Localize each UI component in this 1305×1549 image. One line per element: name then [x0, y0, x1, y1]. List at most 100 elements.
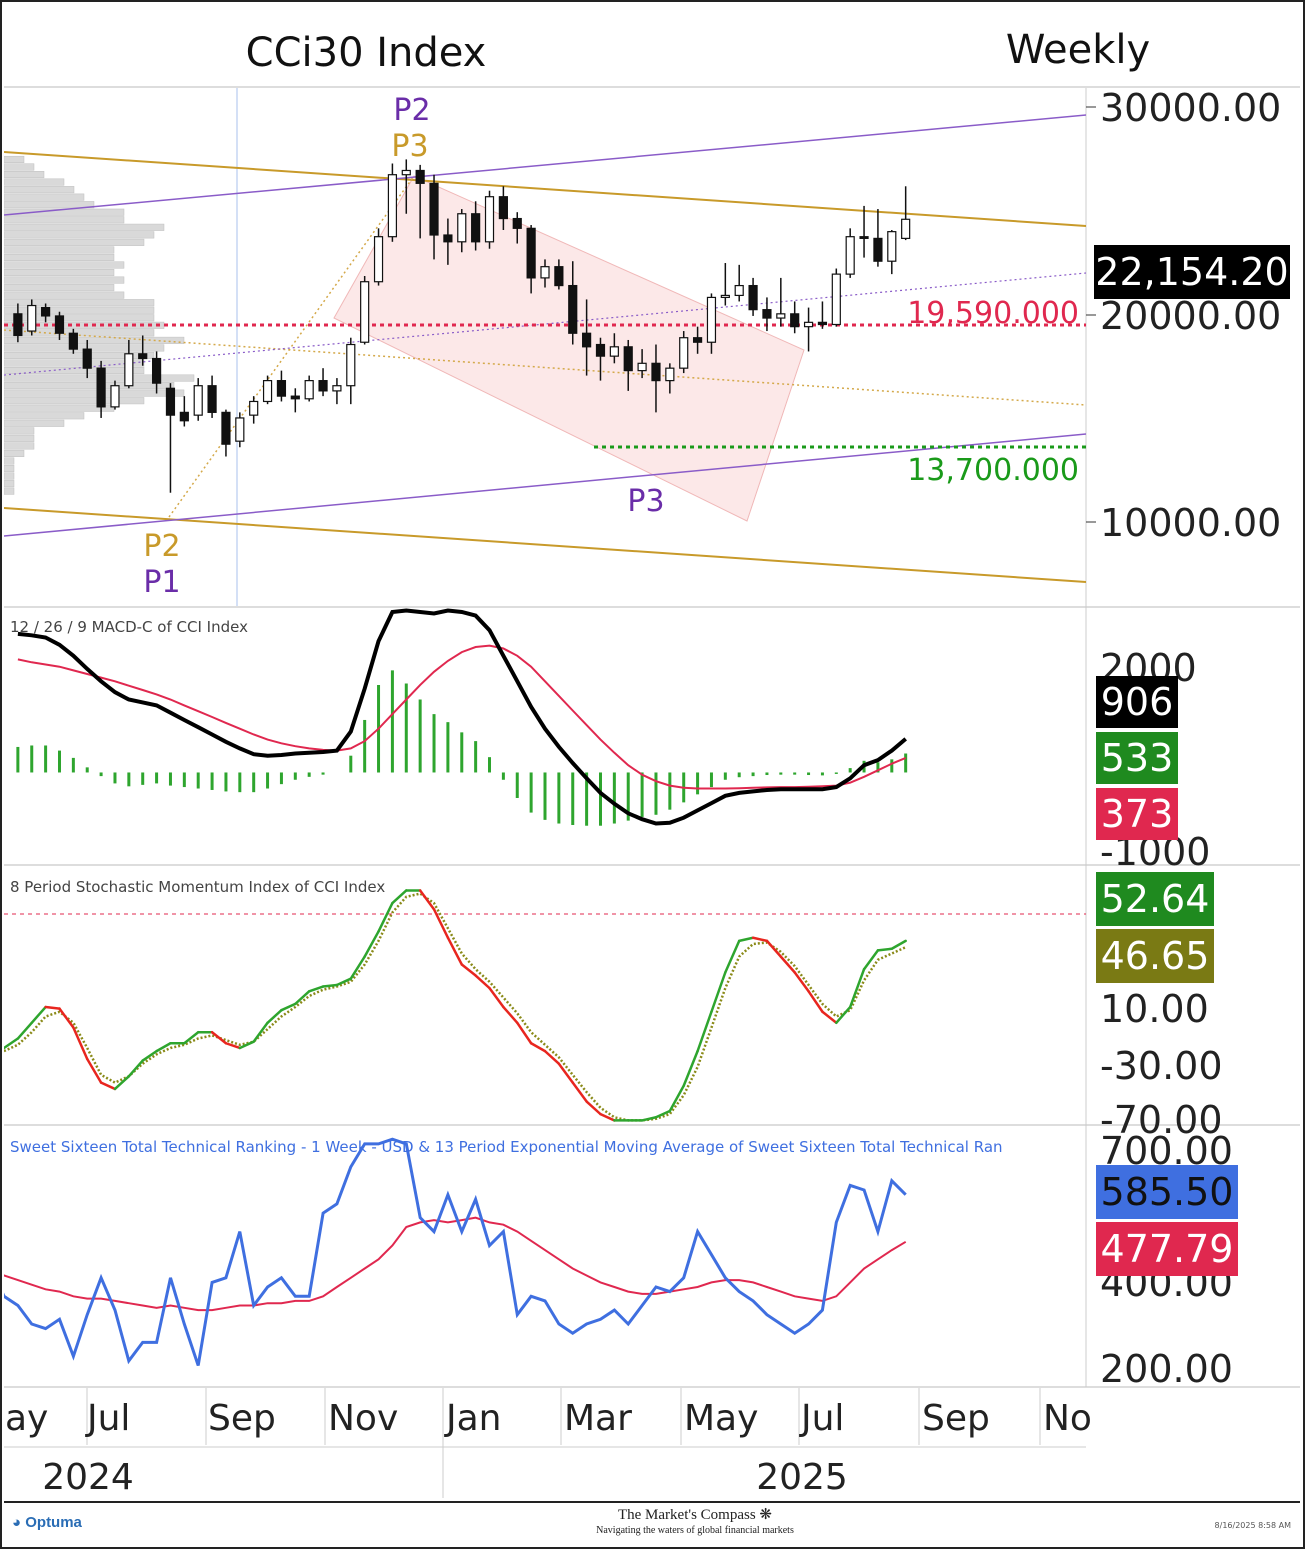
smi-segment: [294, 990, 311, 1006]
ranking-axis: 700.00 400.00 200.00 585.50 477.79: [1096, 1129, 1238, 1391]
candle-up: [845, 228, 855, 278]
gold-pivot-trend: [168, 175, 415, 518]
volume-profile-bar: [4, 419, 65, 427]
smi-segment: [765, 939, 783, 958]
candle-down: [82, 339, 92, 379]
smi-panel: [4, 889, 1086, 1122]
candle-body: [873, 237, 883, 262]
candle-body: [41, 306, 51, 317]
volume-profile-bar: [4, 216, 125, 224]
candle-down: [651, 344, 661, 413]
candle-down: [96, 360, 106, 418]
down-channel: [333, 175, 805, 522]
ranking-title: Sweet Sixteen Total Technical Ranking - …: [10, 1138, 1003, 1156]
candle-body: [817, 321, 828, 326]
candle-body: [68, 332, 78, 350]
smi-segment: [599, 1112, 616, 1122]
candle-body: [679, 337, 689, 369]
market-compass-logo: The Market's Compass ❋ Navigating the wa…: [520, 1508, 870, 1538]
candle-down: [692, 326, 703, 354]
candle-body: [262, 380, 273, 403]
volume-profile-bar: [4, 276, 125, 284]
volume-profile-bar: [4, 336, 185, 344]
candle-down: [68, 328, 78, 354]
volume-profile-bar: [4, 231, 155, 239]
smi-segment: [16, 1021, 33, 1040]
ranking-line: [4, 1137, 907, 1366]
candle-body: [512, 217, 522, 229]
volume-profile-bar: [4, 480, 15, 488]
smi-segment: [113, 1075, 131, 1091]
candle-up: [706, 293, 717, 354]
candle-down: [582, 299, 592, 376]
candle-up: [776, 277, 786, 327]
month-label: May: [684, 1398, 758, 1439]
candle-down: [443, 218, 453, 265]
price-axis-label: 20000.00: [1100, 294, 1281, 338]
volume-profile-bar: [4, 163, 35, 171]
candle-down: [526, 225, 536, 294]
candle-body: [373, 236, 384, 283]
smi-segment: [654, 1109, 672, 1119]
candle-body: [665, 367, 675, 382]
candle-body: [901, 218, 911, 239]
candle-body: [138, 353, 148, 360]
smi-segment: [737, 936, 755, 943]
macd-signal-badge: [1096, 788, 1178, 840]
candle-body: [96, 367, 106, 408]
candle-up: [360, 276, 370, 345]
smi-segment: [224, 1042, 242, 1050]
candle-down: [512, 212, 522, 244]
smi-segment: [44, 1005, 61, 1010]
month-label: Jul: [85, 1398, 130, 1439]
candle-body: [776, 313, 786, 319]
purple-median-line: [4, 272, 1086, 376]
smi-segment: [30, 1005, 47, 1025]
smi-segment: [890, 939, 907, 950]
candle-body: [637, 362, 647, 372]
candle-down: [207, 375, 217, 418]
smi-segment: [85, 1057, 103, 1084]
candle-up: [304, 375, 314, 402]
optuma-logo: ◕ Optuma: [12, 1514, 82, 1531]
smi-segment: [488, 986, 505, 1009]
smi-segment: [141, 1049, 158, 1062]
candle-up: [734, 264, 744, 302]
candle-body: [720, 294, 730, 299]
smi-signal-line: [4, 892, 907, 1122]
candle-body: [568, 284, 578, 334]
candle-body: [110, 385, 120, 408]
smi-segment: [155, 1042, 172, 1053]
smi-segment: [821, 1010, 838, 1025]
candle-down: [429, 174, 439, 260]
price-panel: [4, 88, 1086, 606]
macd-axis: 2000 -1000 906 533 373: [1096, 646, 1210, 874]
smi-segment: [335, 977, 353, 987]
candle-up: [235, 412, 245, 448]
candle-body: [401, 169, 411, 176]
last-price-badge: 22,154.20: [1094, 245, 1290, 299]
purple-channel-lower: [4, 433, 1086, 537]
macd-histogram-badge: [1096, 732, 1178, 784]
smi-signal-badge: [1096, 929, 1214, 983]
volume-profile-bar: [4, 404, 115, 412]
candle-body: [387, 174, 398, 238]
candle-body: [27, 304, 37, 332]
candle-body: [540, 266, 550, 279]
smi-axis-label: 10.00: [1100, 987, 1209, 1031]
candle-body: [526, 227, 536, 279]
candle-up: [110, 380, 120, 410]
candle-up: [609, 333, 619, 364]
smi-segment: [99, 1081, 117, 1091]
smi-title: 8 Period Stochastic Momentum Index of CC…: [10, 878, 385, 896]
candle-down: [498, 186, 508, 230]
candle-body: [415, 169, 425, 184]
smi-segment: [307, 985, 325, 993]
volume-profile-bar: [4, 449, 25, 457]
candle-down: [762, 297, 772, 332]
compass-icon: ❋: [755, 1507, 772, 1523]
candle-body: [484, 196, 495, 243]
candle-body: [609, 346, 619, 357]
candle-body: [276, 380, 287, 397]
smi-segment: [58, 1007, 75, 1029]
